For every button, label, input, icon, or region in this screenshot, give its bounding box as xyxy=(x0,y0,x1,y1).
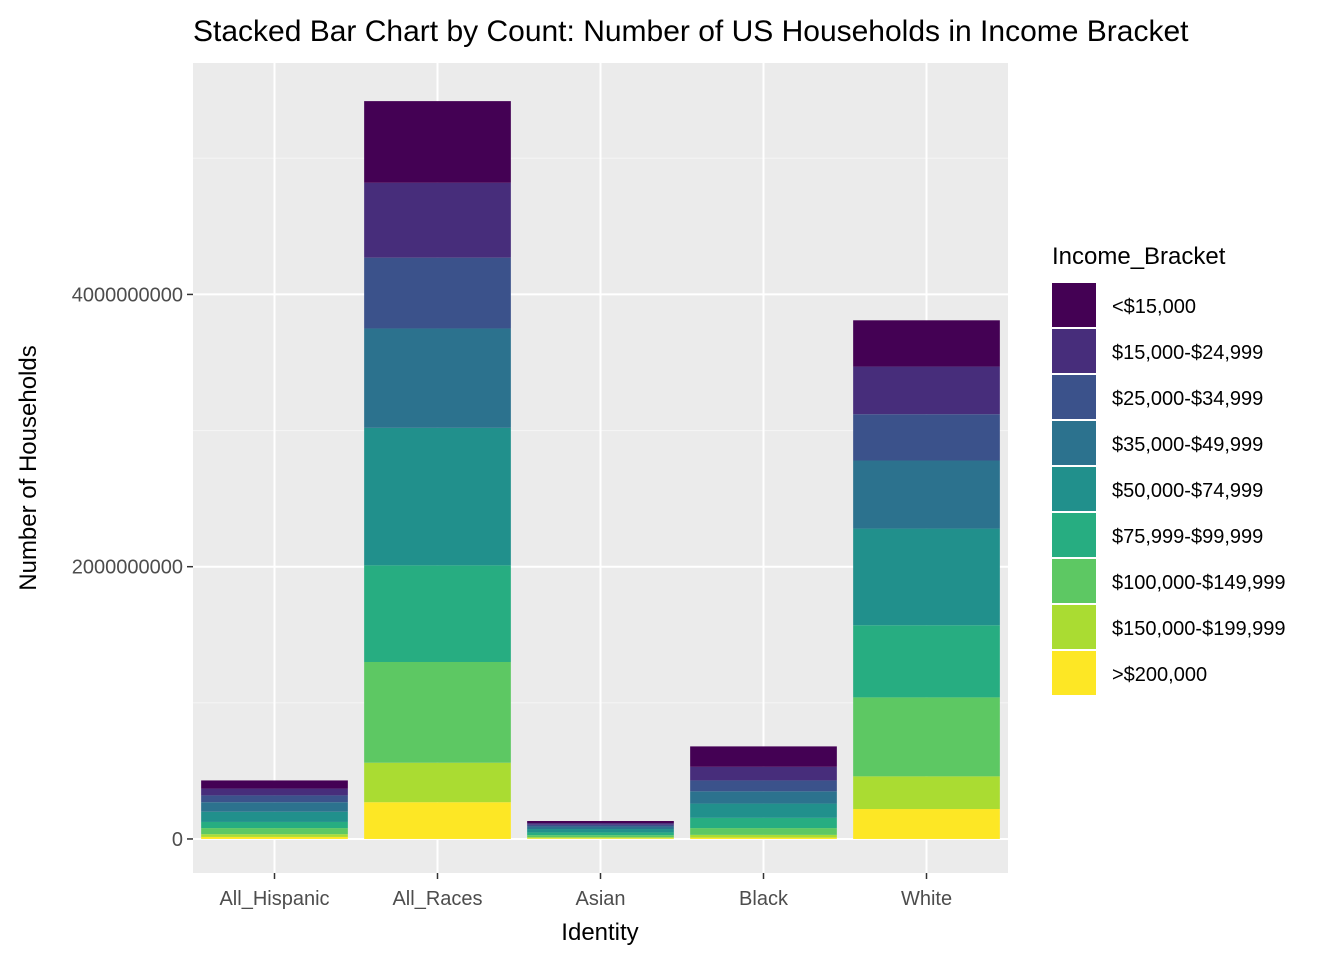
bar-segment xyxy=(690,746,837,767)
legend-item: $25,000-$34,999 xyxy=(1052,375,1263,419)
legend-label: $25,000-$34,999 xyxy=(1112,388,1263,410)
bar-stack-asian xyxy=(527,820,674,839)
bar-segment xyxy=(364,182,511,258)
legend-item: <$15,000 xyxy=(1052,283,1196,327)
bar-segment xyxy=(364,565,511,662)
bar-segment xyxy=(690,780,837,792)
legend-items: <$15,000 $15,000-$24,999 $25,000-$34,999 $3… xyxy=(1052,283,1286,695)
bar-segment xyxy=(527,835,674,838)
bar-segment xyxy=(853,625,1000,698)
legend-swatch xyxy=(1052,651,1096,695)
bar-segment xyxy=(853,320,1000,367)
bar-segment xyxy=(527,838,674,839)
legend-label: $150,000-$199,999 xyxy=(1112,618,1286,640)
bar-segment xyxy=(201,795,348,803)
bar-stack-all-hispanic xyxy=(201,780,348,839)
bar-segment xyxy=(690,766,837,781)
legend-label: >$200,000 xyxy=(1112,664,1207,686)
legend-item: $15,000-$24,999 xyxy=(1052,329,1263,373)
chart-title: Stacked Bar Chart by Count: Number of US… xyxy=(193,15,1189,48)
bar-segment xyxy=(853,414,1000,461)
bar-segment xyxy=(690,803,837,818)
legend-swatch xyxy=(1052,559,1096,603)
bar-segment xyxy=(364,802,511,839)
legend-swatch xyxy=(1052,375,1096,419)
legend-swatch xyxy=(1052,467,1096,511)
bar-stack-white xyxy=(853,320,1000,839)
bar-segment xyxy=(690,791,837,804)
legend-swatch xyxy=(1052,605,1096,649)
bar-segment xyxy=(853,809,1000,839)
x-tick-label: All_Races xyxy=(392,888,482,910)
y-axis-title: Number of Households xyxy=(15,345,42,590)
legend-item: $35,000-$49,999 xyxy=(1052,421,1263,465)
bar-segment xyxy=(201,836,348,839)
bar-segment xyxy=(527,824,674,827)
bar-segment xyxy=(364,661,511,763)
bar-segment xyxy=(853,776,1000,810)
x-tick-label: Asian xyxy=(575,888,625,910)
bar-segment xyxy=(527,837,674,839)
y-axis: 0 2000000000 4000000000 xyxy=(72,284,193,851)
bar-segment xyxy=(527,823,674,825)
bar-segment xyxy=(853,528,1000,626)
y-tick-label: 4000000000 xyxy=(72,284,183,306)
legend-swatch xyxy=(1052,283,1096,327)
legend-swatch xyxy=(1052,513,1096,557)
bar-segment xyxy=(690,817,837,829)
legend-swatch xyxy=(1052,329,1096,373)
bar-segment xyxy=(201,802,348,812)
bar-segment xyxy=(527,826,674,830)
x-axis-title: Identity xyxy=(561,919,638,946)
bar-stack-black xyxy=(690,746,837,839)
legend-label: $75,999-$99,999 xyxy=(1112,526,1263,548)
bar-segment xyxy=(364,427,511,566)
legend-item: $100,000-$149,999 xyxy=(1052,559,1286,603)
legend-label: $15,000-$24,999 xyxy=(1112,342,1263,364)
bar-segment xyxy=(527,829,674,833)
bar-segment xyxy=(364,762,511,803)
bar-segment xyxy=(853,460,1000,529)
y-tick-label: 0 xyxy=(172,829,183,851)
bar-segment xyxy=(853,366,1000,415)
legend-label: $50,000-$74,999 xyxy=(1112,480,1263,502)
x-tick-label: White xyxy=(901,888,952,910)
bar-segment xyxy=(690,828,837,835)
bar-segment xyxy=(201,811,348,822)
legend-item: $150,000-$199,999 xyxy=(1052,605,1286,649)
legend-item: $50,000-$74,999 xyxy=(1052,467,1263,511)
bar-segment xyxy=(690,837,837,839)
bar-segment xyxy=(527,832,674,836)
bar-segment xyxy=(364,328,511,428)
x-tick-label: All_Hispanic xyxy=(219,888,329,910)
legend-label: $35,000-$49,999 xyxy=(1112,434,1263,456)
x-tick-label: Black xyxy=(739,888,789,910)
bar-segment xyxy=(201,780,348,789)
bar-segment xyxy=(201,788,348,796)
bar-segment xyxy=(364,101,511,183)
bar-segment xyxy=(201,834,348,837)
bar-segment xyxy=(364,257,511,329)
legend: Income_Bracket <$15,000 $15,000-$24,999 $2… xyxy=(1052,243,1286,695)
bar-segment xyxy=(201,828,348,835)
legend-item: $75,999-$99,999 xyxy=(1052,513,1263,557)
legend-title: Income_Bracket xyxy=(1052,243,1226,270)
bar-segment xyxy=(853,697,1000,777)
y-tick-label: 2000000000 xyxy=(72,557,183,579)
bar-segment xyxy=(201,821,348,829)
legend-item: >$200,000 xyxy=(1052,651,1207,695)
legend-label: $100,000-$149,999 xyxy=(1112,572,1286,594)
bar-segment xyxy=(527,820,674,824)
bar-stacks xyxy=(201,101,1000,839)
x-axis: All_Hispanic All_Races Asian Black White xyxy=(219,873,952,910)
bar-segment xyxy=(690,834,837,838)
legend-label: <$15,000 xyxy=(1112,296,1196,318)
legend-swatch xyxy=(1052,421,1096,465)
bar-stack-all-races xyxy=(364,101,511,839)
